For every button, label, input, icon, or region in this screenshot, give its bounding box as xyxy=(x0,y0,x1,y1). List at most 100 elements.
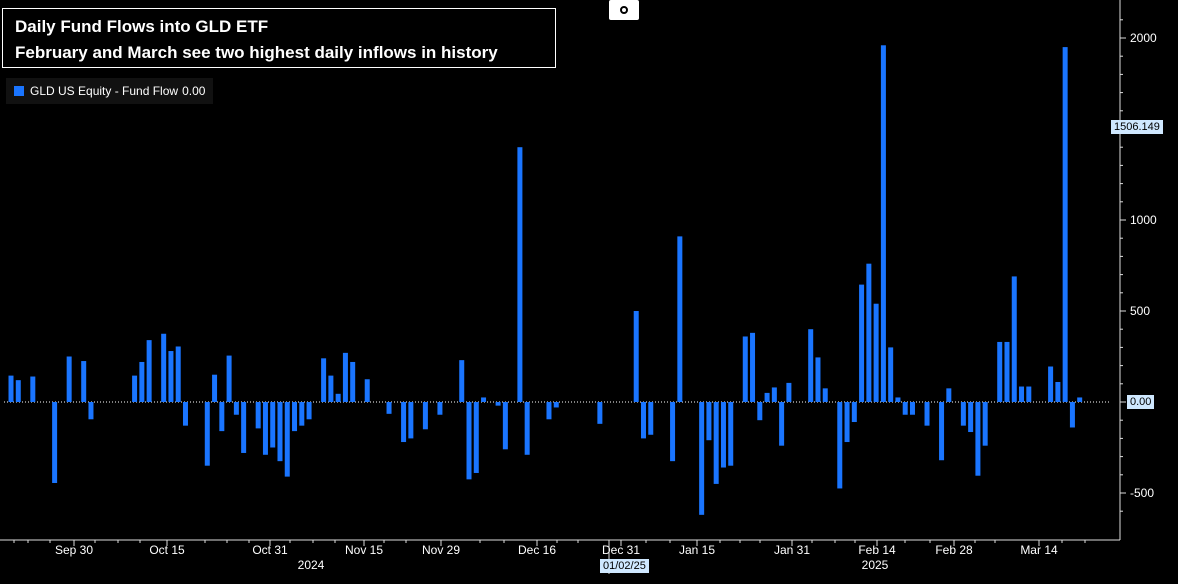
x-year-label: 2025 xyxy=(862,558,889,572)
bar xyxy=(648,402,654,435)
bar xyxy=(212,374,218,402)
y-tick-label: -500 xyxy=(1130,486,1154,500)
bar xyxy=(786,382,792,402)
bar xyxy=(960,402,966,426)
bar xyxy=(677,236,683,402)
bar xyxy=(481,397,487,402)
bar xyxy=(924,402,930,426)
bar xyxy=(1055,381,1061,402)
x-tick-label: Dec 31 xyxy=(602,543,640,557)
x-tick-label: Dec 16 xyxy=(518,543,556,557)
x-tick-label: Oct 15 xyxy=(149,543,185,557)
bar xyxy=(633,311,639,402)
bar xyxy=(422,402,428,430)
y-tick-label: 1000 xyxy=(1130,213,1157,227)
bar xyxy=(742,336,748,402)
options-button[interactable] xyxy=(609,0,639,20)
bar xyxy=(699,402,705,515)
bar xyxy=(473,402,479,473)
bar xyxy=(292,402,298,432)
bar xyxy=(437,402,443,415)
bar xyxy=(88,402,94,420)
chart-subtitle: February and March see two highest daily… xyxy=(15,43,498,62)
x-tick-label: Nov 15 xyxy=(345,543,383,557)
bar xyxy=(270,402,276,448)
bar xyxy=(81,361,87,402)
bar xyxy=(713,402,719,484)
bar xyxy=(866,263,872,402)
bar xyxy=(146,340,152,402)
bar xyxy=(1004,341,1010,402)
bar xyxy=(837,402,843,489)
legend-value: 0.00 xyxy=(182,84,206,98)
bar xyxy=(524,402,530,455)
bar xyxy=(386,402,392,414)
bar xyxy=(720,402,726,468)
bar xyxy=(139,361,145,402)
y-tick-label: 500 xyxy=(1130,304,1150,318)
bar xyxy=(262,402,268,455)
bar xyxy=(241,402,247,453)
bar xyxy=(8,375,14,402)
bar xyxy=(342,352,348,402)
bar xyxy=(771,387,777,402)
circle-icon xyxy=(620,6,628,14)
bar xyxy=(844,402,850,443)
legend[interactable]: GLD US Equity - Fund Flow 0.00 xyxy=(6,78,214,104)
bar xyxy=(321,358,327,402)
bar xyxy=(204,402,210,466)
bar xyxy=(859,284,865,402)
bar xyxy=(335,393,341,402)
bar xyxy=(757,402,763,421)
bar xyxy=(168,351,174,402)
x-tick-label: Oct 31 xyxy=(252,543,288,557)
bar xyxy=(982,402,988,446)
bar xyxy=(597,402,603,424)
bar xyxy=(880,45,886,402)
bar xyxy=(328,375,334,402)
x-tick-label: Feb 28 xyxy=(935,543,973,557)
bar xyxy=(30,376,36,402)
bar xyxy=(459,360,465,402)
x-tick-label: Nov 29 xyxy=(422,543,460,557)
bar xyxy=(902,402,908,415)
title-box: Daily Fund Flows into GLD ETF February a… xyxy=(2,8,556,68)
bar xyxy=(219,402,225,432)
legend-label: GLD US Equity - Fund Flow xyxy=(30,84,179,98)
bar xyxy=(670,402,676,462)
x-axis: Sep 30 Oct 15 Oct 31 Nov 15 Nov 29 Dec 16 Dec … xyxy=(0,539,1120,574)
zero-value-tag: 0.00 xyxy=(1127,395,1155,409)
bar xyxy=(161,333,167,402)
bar xyxy=(495,402,501,406)
bar xyxy=(132,375,138,402)
bar xyxy=(779,402,785,446)
bar xyxy=(299,402,305,426)
bar xyxy=(764,392,770,402)
bar xyxy=(1011,276,1017,402)
bar xyxy=(226,355,232,402)
bar xyxy=(408,402,414,439)
bar xyxy=(1019,386,1025,402)
bar xyxy=(1026,386,1032,402)
x-year-label: 2024 xyxy=(298,558,325,572)
bar xyxy=(517,147,523,402)
bar xyxy=(502,402,508,450)
bar xyxy=(640,402,646,439)
bar xyxy=(553,402,559,408)
y-axis: -500 500 1000 2000 xyxy=(1119,0,1157,540)
bar xyxy=(873,303,879,402)
bar xyxy=(939,402,945,461)
last-value-tag: 1506.149 xyxy=(1111,120,1163,134)
bar xyxy=(52,402,58,483)
x-tick-label: Mar 14 xyxy=(1020,543,1058,557)
bar xyxy=(277,402,283,462)
bar xyxy=(750,332,756,402)
bar xyxy=(15,380,21,402)
bar xyxy=(350,361,356,402)
legend-swatch xyxy=(14,86,24,96)
bar xyxy=(888,347,894,402)
bar xyxy=(946,388,952,402)
x-tick-label: Jan 15 xyxy=(679,543,715,557)
bar xyxy=(728,402,734,466)
